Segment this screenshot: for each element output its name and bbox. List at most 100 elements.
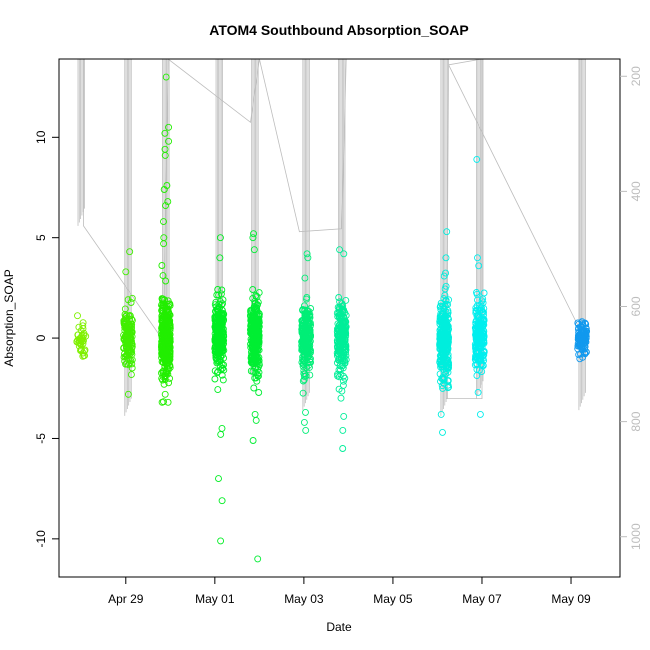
data-point xyxy=(215,325,223,333)
data-point xyxy=(473,312,481,320)
data-point xyxy=(120,331,128,339)
data-point xyxy=(480,327,488,335)
data-point xyxy=(212,351,220,359)
y-tick-label: 10 xyxy=(34,130,48,144)
data-point xyxy=(251,353,259,361)
outlier-point xyxy=(162,73,170,81)
data-point xyxy=(249,286,257,293)
y-tick-label: 0 xyxy=(34,334,48,341)
data-point xyxy=(124,344,131,352)
data-point xyxy=(337,394,345,402)
y-axis-label: Absorption_SOAP xyxy=(2,269,16,366)
outlier-point xyxy=(300,418,308,426)
y-tick-label: 5 xyxy=(34,234,48,241)
series-flight-3 xyxy=(157,73,174,406)
outlier-point xyxy=(162,202,169,210)
data-point xyxy=(337,354,345,362)
data-point xyxy=(306,314,314,321)
data-point xyxy=(473,289,480,296)
outlier-point xyxy=(164,198,172,206)
data-point xyxy=(77,327,85,335)
data-point xyxy=(215,338,223,346)
data-point xyxy=(303,295,310,303)
x-tick-label: May 07 xyxy=(462,592,502,606)
data-point xyxy=(217,337,224,345)
data-point xyxy=(480,348,488,356)
data-point xyxy=(159,376,167,384)
data-point xyxy=(436,303,444,311)
data-point xyxy=(166,344,174,351)
outlier-point xyxy=(217,537,225,545)
data-point xyxy=(479,308,487,316)
outlier-point xyxy=(303,250,311,258)
data-point xyxy=(160,352,168,360)
data-point xyxy=(250,318,258,326)
data-point xyxy=(438,310,446,318)
data-point xyxy=(253,371,261,378)
data-point xyxy=(219,325,227,333)
data-point xyxy=(79,325,87,333)
data-point xyxy=(480,315,488,323)
data-point xyxy=(474,324,482,332)
data-point xyxy=(338,337,346,345)
data-point xyxy=(302,310,310,317)
data-point xyxy=(161,348,168,356)
x-tick-label: May 03 xyxy=(284,592,324,606)
data-point xyxy=(164,316,172,324)
data-point xyxy=(249,340,257,348)
data-point xyxy=(303,347,311,355)
data-point xyxy=(477,301,485,309)
data-point xyxy=(160,331,168,339)
data-point xyxy=(439,344,447,351)
data-point xyxy=(480,308,488,316)
data-point xyxy=(79,349,87,357)
data-point xyxy=(473,353,481,361)
data-point xyxy=(335,294,343,301)
data-point xyxy=(213,315,221,323)
data-point xyxy=(165,379,173,387)
y2-tick-label: 200 xyxy=(629,66,643,86)
data-point xyxy=(299,377,307,385)
data-point xyxy=(214,386,222,394)
points-layer xyxy=(73,73,591,563)
data-point xyxy=(123,311,130,319)
data-point xyxy=(441,285,449,293)
data-point xyxy=(341,330,349,338)
data-point xyxy=(300,345,307,353)
data-point xyxy=(338,300,346,308)
data-point xyxy=(252,325,260,333)
outlier-point xyxy=(340,412,348,420)
data-point xyxy=(443,321,451,329)
outlier-point xyxy=(254,555,262,563)
data-point xyxy=(305,319,313,326)
data-point xyxy=(248,359,256,367)
data-point xyxy=(251,299,259,307)
data-point xyxy=(121,353,129,361)
data-point xyxy=(337,328,345,336)
data-point xyxy=(211,375,219,383)
y2-tick-label: 600 xyxy=(629,296,643,316)
data-point xyxy=(341,345,349,353)
outlier-point xyxy=(165,137,173,145)
data-point xyxy=(478,368,486,376)
x-tick-label: May 05 xyxy=(373,592,413,606)
data-point xyxy=(335,309,343,316)
data-point xyxy=(217,342,225,350)
data-point xyxy=(128,294,136,302)
data-point xyxy=(124,296,132,304)
data-point xyxy=(302,324,310,332)
data-point xyxy=(299,353,307,361)
outlier-point xyxy=(126,248,134,256)
data-point xyxy=(218,365,226,373)
data-point xyxy=(218,324,226,332)
outlier-point xyxy=(160,218,167,226)
outlier-point xyxy=(339,445,347,452)
data-point xyxy=(472,309,480,317)
data-point xyxy=(253,377,261,385)
data-point xyxy=(298,317,306,325)
outlier-point xyxy=(250,230,257,238)
data-point xyxy=(301,370,309,378)
data-point xyxy=(248,342,256,350)
data-point xyxy=(212,314,220,322)
data-point xyxy=(342,341,350,349)
